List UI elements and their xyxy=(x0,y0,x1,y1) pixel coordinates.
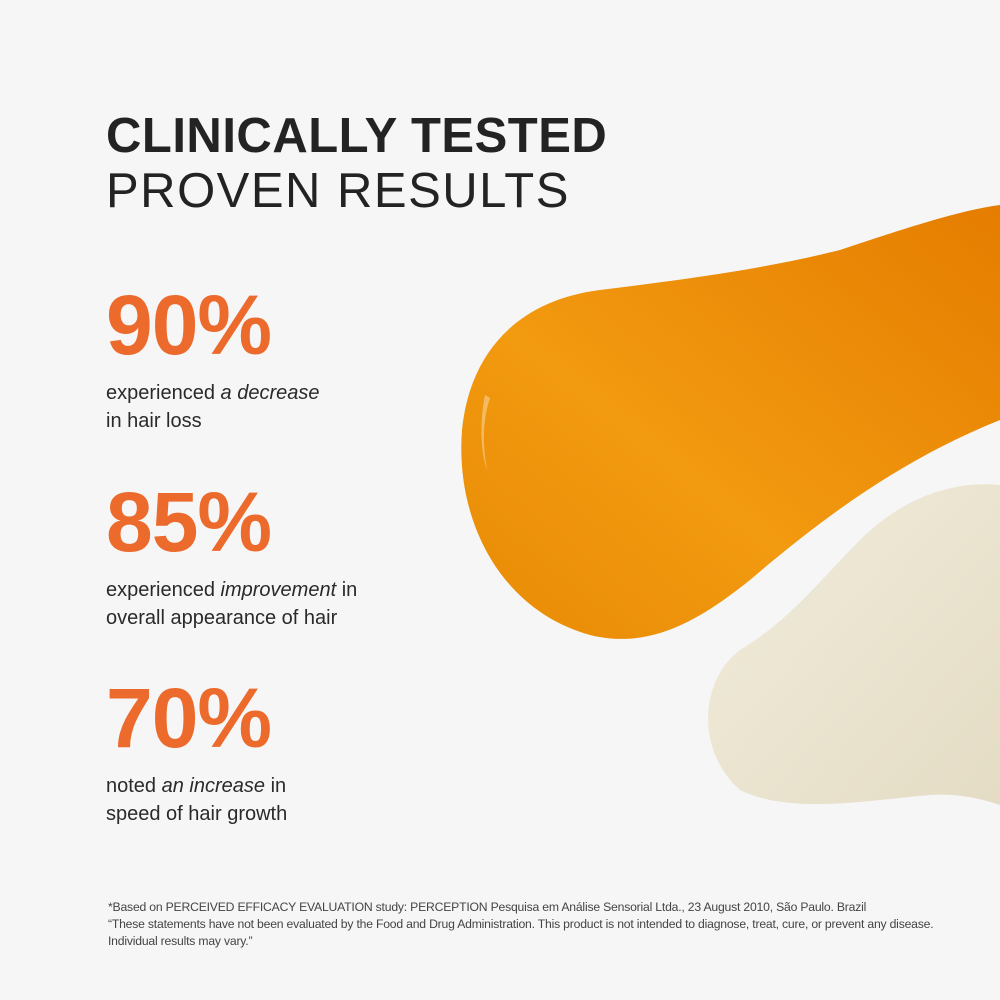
footnote-study: *Based on PERCEIVED EFFICACY EVALUATION … xyxy=(108,900,867,914)
desc-text: in xyxy=(336,579,358,601)
desc-text: overall appearance of hair xyxy=(106,607,338,629)
desc-emphasis: an increase xyxy=(161,775,266,797)
headline-line-2: PROVEN RESULTS xyxy=(106,164,570,218)
stat-value: 85% xyxy=(106,475,272,569)
desc-text: speed of hair growth xyxy=(106,803,288,825)
desc-text: in xyxy=(265,775,287,797)
desc-emphasis: a decrease xyxy=(220,382,320,404)
desc-text: experienced xyxy=(106,382,221,404)
cream-swatch xyxy=(708,484,1000,805)
stat-value: 70% xyxy=(106,671,272,765)
stat-hair-loss: 90% experienced a decrease in hair loss xyxy=(106,283,320,435)
stat-hair-growth: 70% noted an increase in speed of hair gr… xyxy=(106,676,287,828)
orange-serum-swatch xyxy=(461,205,1000,639)
desc-text: in hair loss xyxy=(106,410,202,432)
stat-description: noted an increase in speed of hair growth xyxy=(106,772,287,828)
desc-text: noted xyxy=(106,775,162,797)
stat-description: experienced improvement in overall appear… xyxy=(106,576,357,632)
stat-appearance: 85% experienced improvement in overall ap… xyxy=(106,480,357,632)
stat-value: 90% xyxy=(106,278,272,372)
headline-line-1: CLINICALLY TESTED xyxy=(106,109,608,163)
footnote-disclaimer: “These statements have not been evaluate… xyxy=(108,917,934,948)
footnote: *Based on PERCEIVED EFFICACY EVALUATION … xyxy=(108,899,948,950)
stat-description: experienced a decrease in hair loss xyxy=(106,379,320,435)
desc-text: experienced xyxy=(106,579,221,601)
desc-emphasis: improvement xyxy=(220,579,337,601)
